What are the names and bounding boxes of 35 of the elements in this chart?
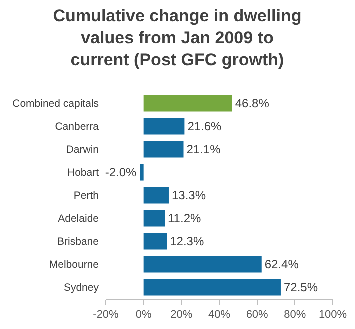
x-tick-label: 20% — [170, 309, 193, 322]
chart-title: Cumulative change in dwelling values from Jan 2009 to current (Post GFC growth) — [53, 6, 302, 70]
data-label: 12.3% — [170, 234, 204, 248]
bar — [144, 141, 184, 158]
y-tick-label: Darwin — [66, 144, 100, 156]
data-label: 11.2% — [168, 212, 202, 226]
bar — [144, 256, 262, 273]
x-tick-label: -20% — [93, 309, 120, 322]
data-label: 72.5% — [284, 280, 318, 294]
y-tick-label: Perth — [74, 190, 100, 202]
data-label: 46.8% — [235, 96, 270, 110]
bar — [144, 279, 281, 296]
y-tick-label: Brisbane — [58, 236, 100, 248]
x-tick-label: 0% — [136, 309, 152, 322]
data-label: 21.6% — [188, 120, 222, 134]
bar — [144, 233, 168, 250]
y-tick-label: Melbourne — [49, 259, 100, 272]
y-tick-label: Canberra — [55, 121, 100, 134]
x-tick-label: 100% — [318, 309, 348, 322]
bar — [144, 95, 232, 112]
y-tick-label: Sydney — [64, 282, 100, 294]
y-tick-label: Combined capitals — [12, 98, 99, 110]
x-tick-label: 40% — [208, 309, 231, 322]
data-label: 13.3% — [172, 188, 206, 202]
data-label: 62.4% — [264, 258, 300, 272]
data-label: -2.0% — [105, 166, 138, 180]
bar — [144, 118, 185, 135]
bar — [144, 210, 166, 227]
x-tick-label: 60% — [246, 309, 269, 322]
x-tick-label: 80% — [284, 309, 306, 322]
y-tick-label: Adelaide — [58, 213, 100, 226]
bar — [140, 164, 144, 181]
data-label: 21.1% — [186, 142, 222, 156]
bar — [144, 187, 169, 204]
y-tick-label: Hobart — [67, 167, 100, 180]
